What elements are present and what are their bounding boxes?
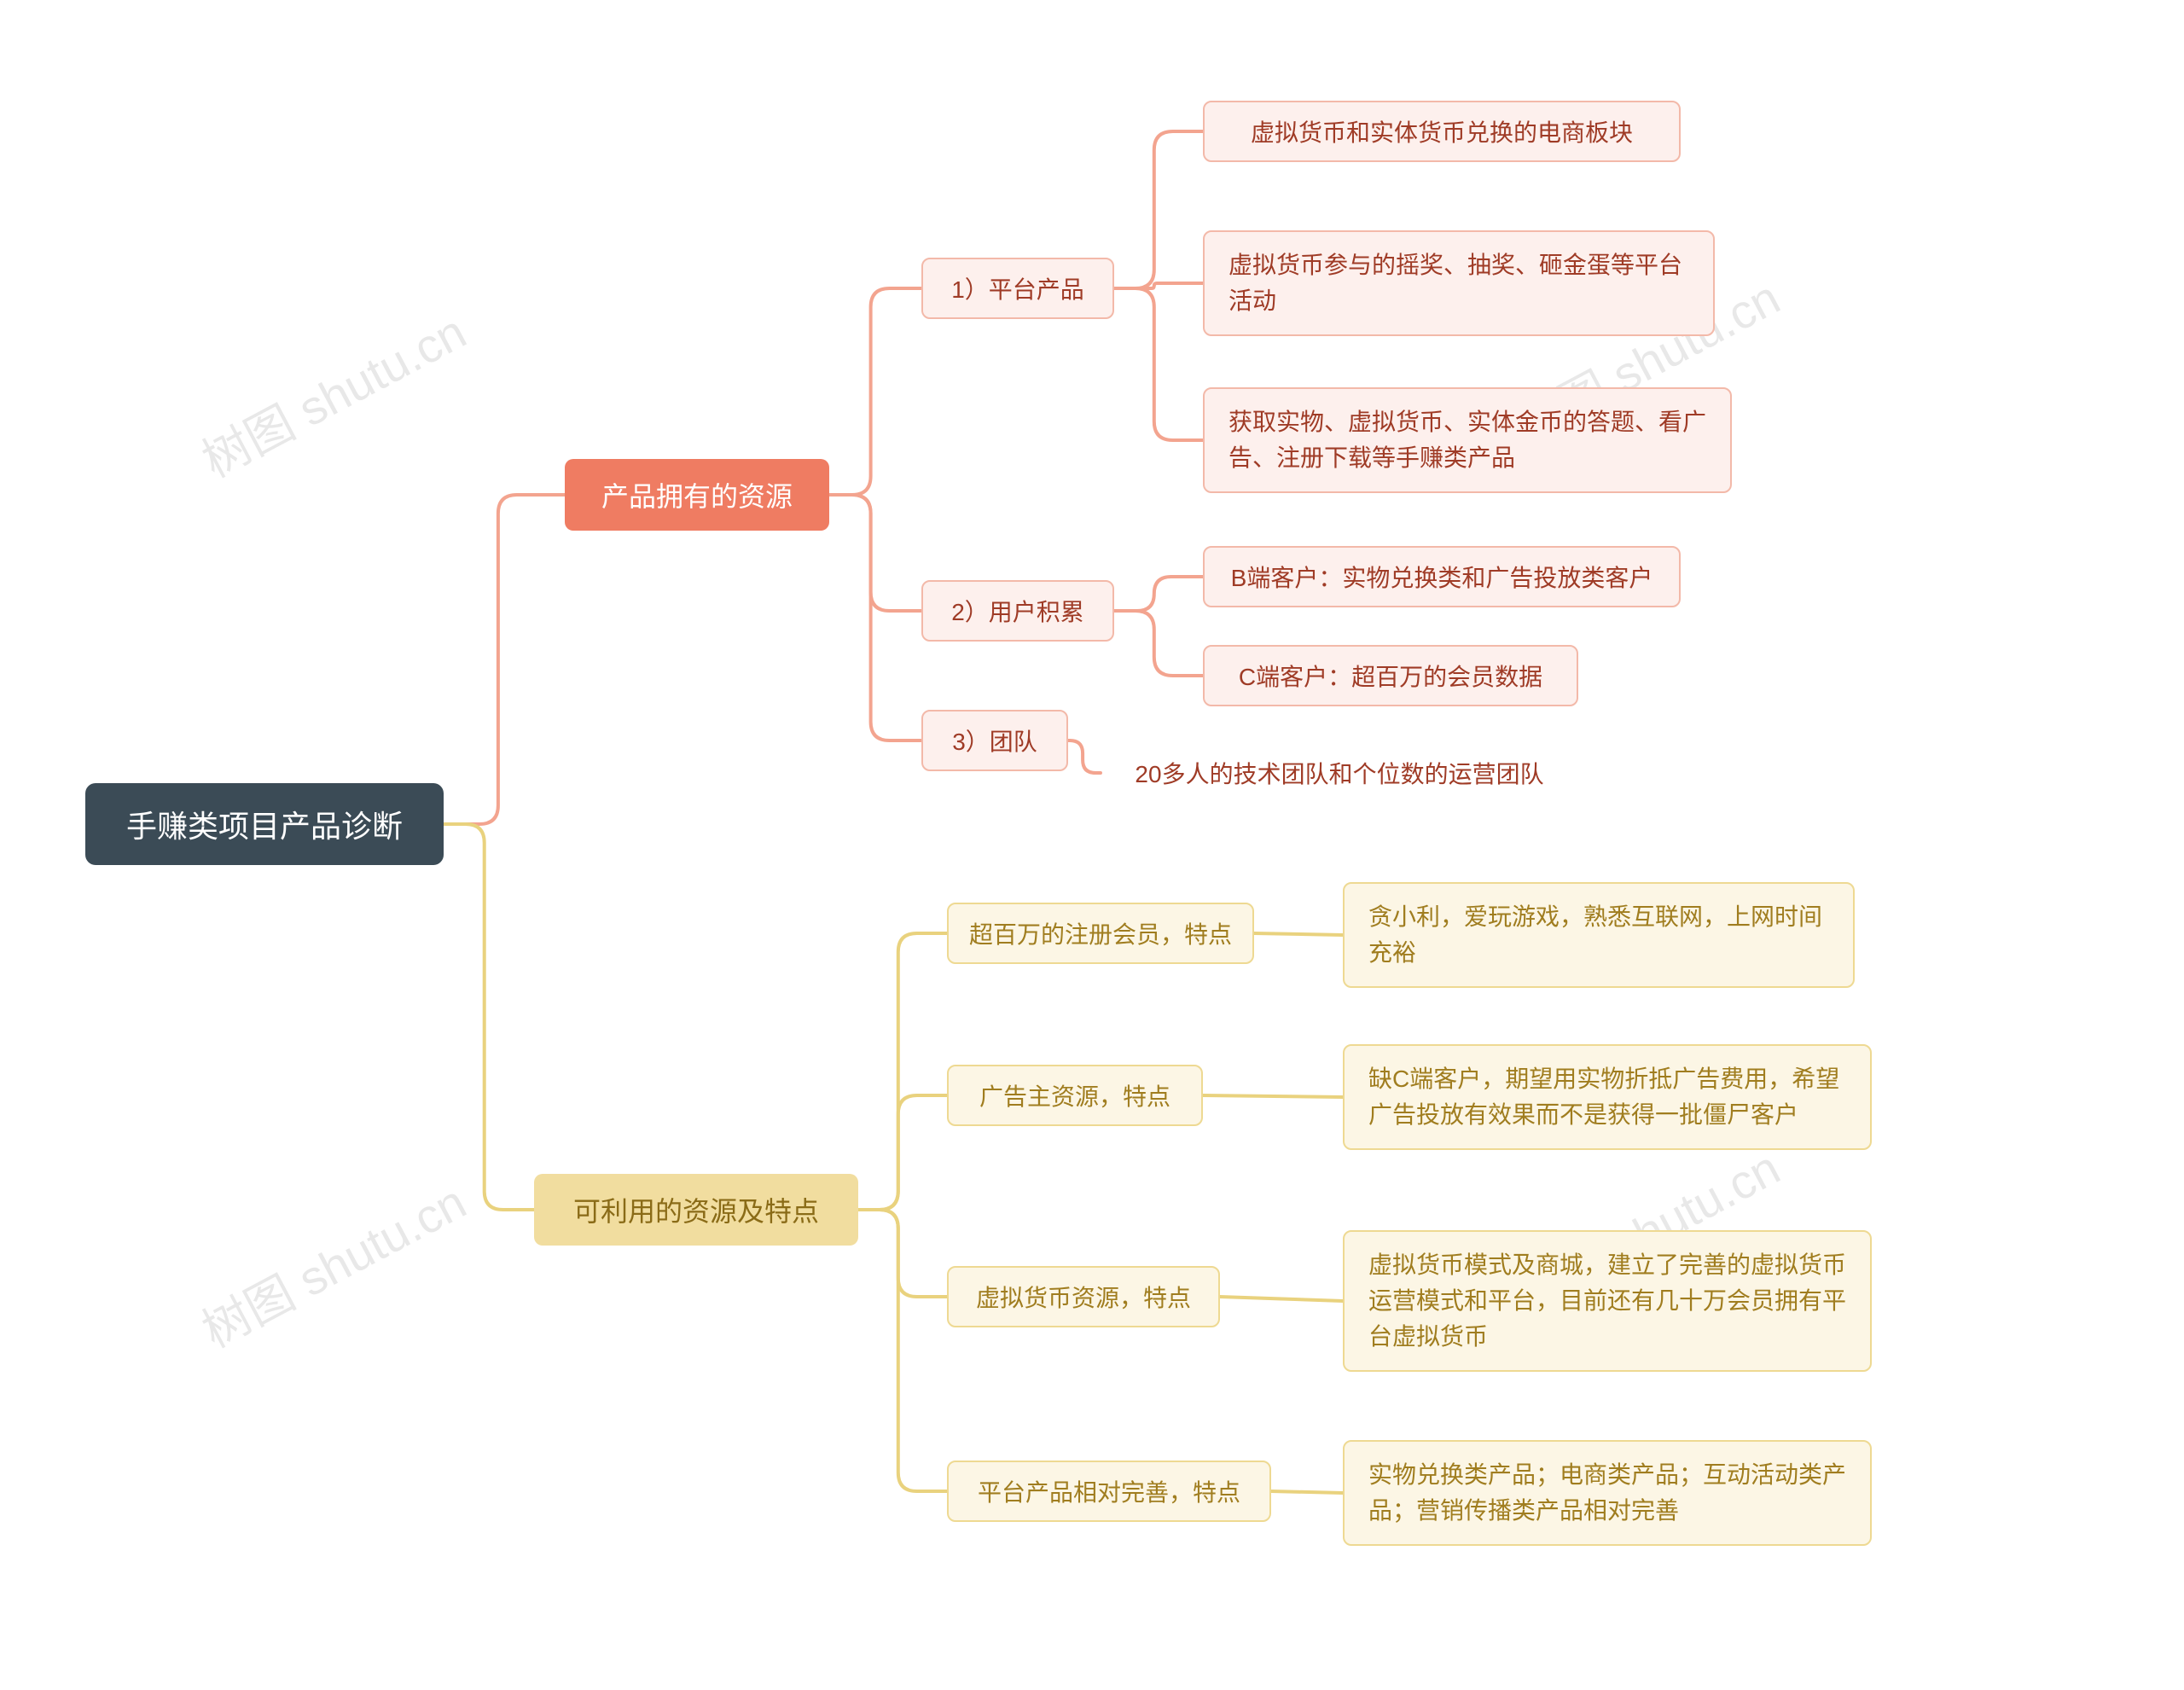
watermark: 树图 shutu.cn <box>189 1164 477 1362</box>
connector <box>858 1210 947 1297</box>
connector <box>1254 933 1343 935</box>
connector <box>829 288 921 495</box>
connector <box>858 1210 947 1491</box>
leaf-advertisers-detail[interactable]: 缺C端客户，期望用实物折抵广告费用，希望广告投放有效果而不是获得一批僵尸客户 <box>1343 1044 1872 1150</box>
connector <box>1220 1297 1343 1301</box>
leaf-b-clients[interactable]: B端客户：实物兑换类和广告投放类客户 <box>1203 546 1681 607</box>
connector <box>858 933 947 1210</box>
leaf-virtual-coin-detail[interactable]: 虚拟货币模式及商城，建立了完善的虚拟货币运营模式和平台，目前还有几十万会员拥有平… <box>1343 1230 1872 1372</box>
connector <box>858 1095 947 1210</box>
leaf-ecommerce-exchange[interactable]: 虚拟货币和实体货币兑换的电商板块 <box>1203 101 1681 162</box>
node-user-accumulation[interactable]: 2）用户积累 <box>921 580 1114 642</box>
connector <box>829 495 921 611</box>
connector <box>829 495 921 740</box>
leaf-team-detail[interactable]: 20多人的技术团队和个位数的运营团队 <box>1101 742 1578 804</box>
node-platform-products[interactable]: 1）平台产品 <box>921 258 1114 319</box>
branch-usable-resources[interactable]: 可利用的资源及特点 <box>534 1174 858 1246</box>
leaf-platform-detail[interactable]: 实物兑换类产品；电商类产品；互动活动类产品；营销传播类产品相对完善 <box>1343 1440 1872 1546</box>
node-platform-complete[interactable]: 平台产品相对完善，特点 <box>947 1461 1271 1522</box>
connector <box>1114 611 1203 676</box>
connector <box>1068 740 1101 773</box>
node-team[interactable]: 3）团队 <box>921 710 1068 771</box>
connector <box>1203 1095 1343 1097</box>
node-virtual-coin[interactable]: 虚拟货币资源，特点 <box>947 1266 1220 1327</box>
branch-resources-owned[interactable]: 产品拥有的资源 <box>565 459 829 531</box>
leaf-c-clients[interactable]: C端客户：超百万的会员数据 <box>1203 645 1578 706</box>
node-members[interactable]: 超百万的注册会员，特点 <box>947 903 1254 964</box>
connector <box>1114 288 1203 440</box>
connector <box>1271 1491 1343 1493</box>
connector <box>1114 577 1203 611</box>
connector <box>1114 131 1203 288</box>
leaf-earn-products[interactable]: 获取实物、虚拟货币、实体金币的答题、看广告、注册下载等手赚类产品 <box>1203 387 1732 493</box>
connector <box>1114 283 1203 288</box>
leaf-members-detail[interactable]: 贪小利，爱玩游戏，熟悉互联网，上网时间充裕 <box>1343 882 1855 988</box>
mindmap-root[interactable]: 手赚类项目产品诊断 <box>85 783 444 865</box>
connector <box>444 824 534 1210</box>
leaf-lottery-activities[interactable]: 虚拟货币参与的摇奖、抽奖、砸金蛋等平台活动 <box>1203 230 1715 336</box>
watermark: 树图 shutu.cn <box>189 294 477 491</box>
node-advertisers[interactable]: 广告主资源，特点 <box>947 1065 1203 1126</box>
connector <box>444 495 565 824</box>
